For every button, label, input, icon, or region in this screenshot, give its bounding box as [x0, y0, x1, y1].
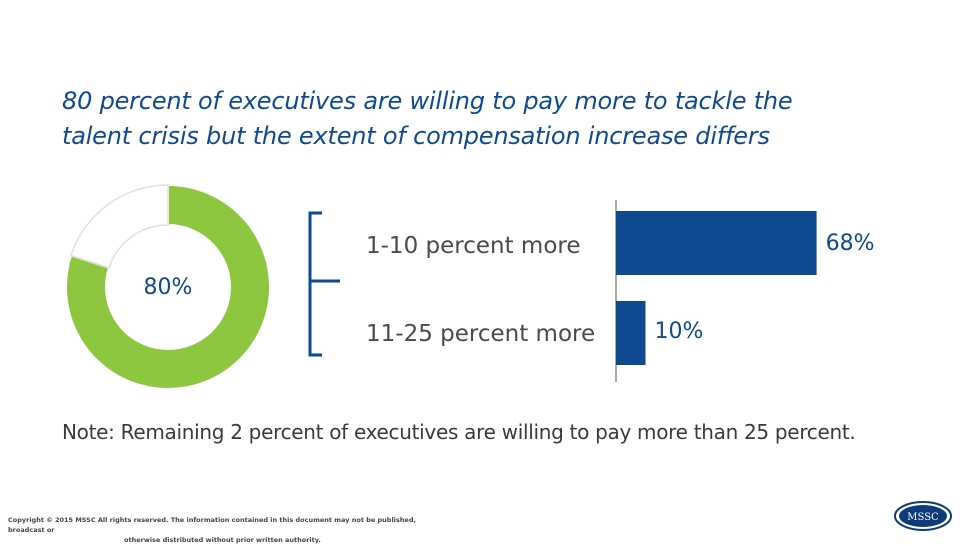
donut-center-label: 80%: [144, 275, 193, 300]
slide-title-line-1: 80 percent of executives are willing to …: [62, 87, 793, 115]
note-text: Note: Remaining 2 percent of executives …: [62, 420, 856, 444]
slide-title: 80 percent of executives are willing to …: [62, 84, 922, 154]
bar-2: [616, 301, 646, 365]
bar-chart: 1-10 percent more 68% 11-25 percent more 10…: [366, 211, 875, 365]
mssc-logo: MSSC: [894, 501, 952, 531]
copyright-line-1: Copyright © 2015 MSSC All rights reserve…: [8, 516, 416, 534]
bracket: [308, 211, 340, 357]
donut-slice: [65, 183, 271, 390]
copyright-text: Copyright © 2015 MSSC All rights reserve…: [8, 515, 448, 545]
logo-text: MSSC: [907, 512, 939, 523]
slide-title-line-2: talent crisis but the extent of compensa…: [62, 122, 770, 150]
value-label-1: 68%: [826, 231, 875, 256]
category-label-2: 11-25 percent more: [366, 321, 595, 347]
donut-chart: [65, 183, 271, 390]
donut-slice: [70, 184, 169, 269]
bar-1: [616, 211, 817, 275]
chart-area: 80% 1-10 percent more 68% 11-25 percent mo…: [65, 183, 875, 390]
category-label-1: 1-10 percent more: [366, 233, 581, 259]
copyright-line-2: otherwise distributed without prior writ…: [124, 536, 321, 544]
value-label-2: 10%: [655, 319, 704, 344]
